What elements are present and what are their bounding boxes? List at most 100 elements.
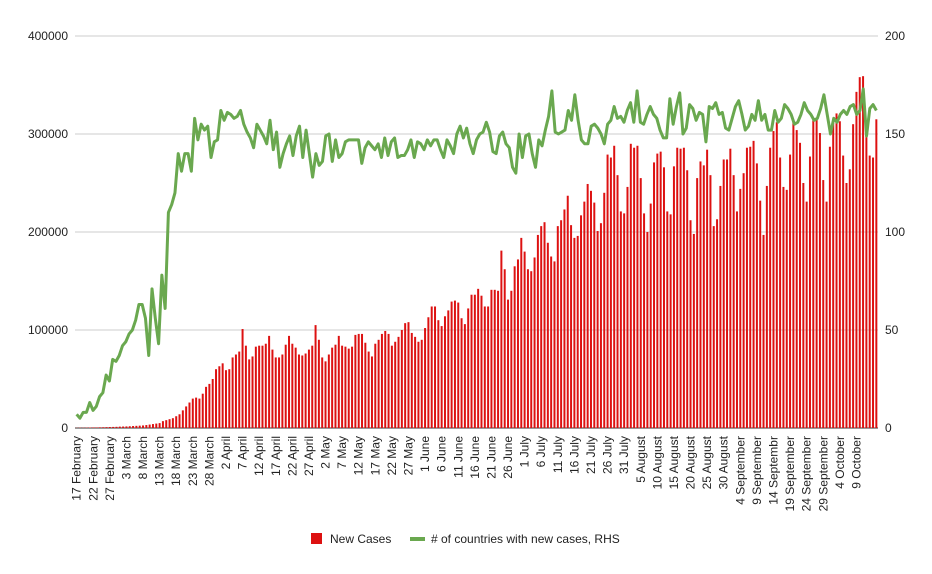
bar [434,306,437,428]
bar [138,425,141,428]
x-tick-label: 7 April [236,436,250,469]
bar [566,195,569,428]
bar [307,349,310,428]
bar [712,226,715,428]
bar [606,154,609,428]
bar [361,333,364,428]
bar [264,343,267,428]
bar [477,288,480,428]
bar [589,190,592,428]
bar [304,353,307,428]
bar [281,354,284,428]
x-tick-label: 15 August [667,435,681,489]
bar [447,310,450,428]
bar [550,256,553,428]
bar [507,299,510,428]
x-tick-label: 5 August [634,435,648,482]
x-tick-label: 27 May [401,436,415,475]
bar [875,119,878,429]
bar [752,140,755,429]
bar [218,366,221,428]
bar [865,127,868,428]
bar [354,334,357,428]
x-tick-label: 16 July [567,436,581,474]
left-axis-ticks: 0 100000 200000 300000 400000 [28,29,68,435]
bar [792,120,795,428]
x-tick-label: 26 July [601,436,615,474]
bar [679,148,682,428]
bar [148,424,151,428]
x-tick-label: 12 May [352,436,366,475]
bar [211,379,214,428]
bar [596,231,599,428]
bar [278,357,281,428]
bar [553,261,556,428]
legend-swatch-countries [410,537,425,541]
bar [294,347,297,428]
bar [626,186,629,428]
bar [234,354,237,428]
bar [646,232,649,428]
y-left-tick-label: 0 [61,421,68,435]
x-tick-label: 25 August [700,435,714,489]
bar [623,213,626,428]
bar [872,157,875,428]
bar [460,318,463,428]
bar [795,130,798,428]
bar [380,333,383,428]
bar [327,354,330,428]
y-right-tick-label: 50 [885,323,899,337]
bar [251,356,254,428]
bar [344,346,347,428]
x-tick-label: 3 March [119,436,133,479]
bar [842,155,845,428]
countries-line [75,87,878,420]
bar [639,178,642,428]
bar [132,426,135,428]
bar [324,361,327,428]
bar [424,328,427,428]
x-tick-label: 26 June [501,436,515,479]
bar [633,147,636,428]
bar [692,233,695,428]
bar [808,156,811,429]
x-tick-label: 10 August [650,435,664,489]
bar [852,124,855,428]
legend-swatch-new-cases [311,533,322,544]
bar [191,398,194,428]
bar [656,153,659,428]
bar [317,339,320,428]
bar [384,330,387,428]
x-tick-label: 17 February [70,436,84,501]
bar [523,251,526,428]
x-tick-label: 28 March [202,436,216,486]
x-tick-label: 22 May [385,436,399,475]
bar [576,235,579,428]
bar [443,316,446,428]
bar [503,269,506,428]
bar [769,147,772,428]
bar [815,119,818,429]
bar [855,91,858,429]
bar [593,202,596,428]
bar [291,343,294,428]
bar [497,290,500,428]
bar [862,76,865,429]
bar [832,122,835,429]
x-tick-label: 17 April [269,436,283,476]
bar [696,178,699,428]
x-tick-label: 2 May [319,436,333,469]
bar [686,170,689,428]
bar [414,336,417,428]
bar [818,133,821,428]
bar [198,398,201,428]
bar [812,120,815,428]
y-left-tick-label: 200000 [28,225,68,239]
bar [573,237,576,428]
x-tick-label: 24 September [800,436,814,511]
bar [799,142,802,428]
bar [629,143,632,429]
bar [636,145,639,428]
bar [722,159,725,429]
bar [666,211,669,428]
